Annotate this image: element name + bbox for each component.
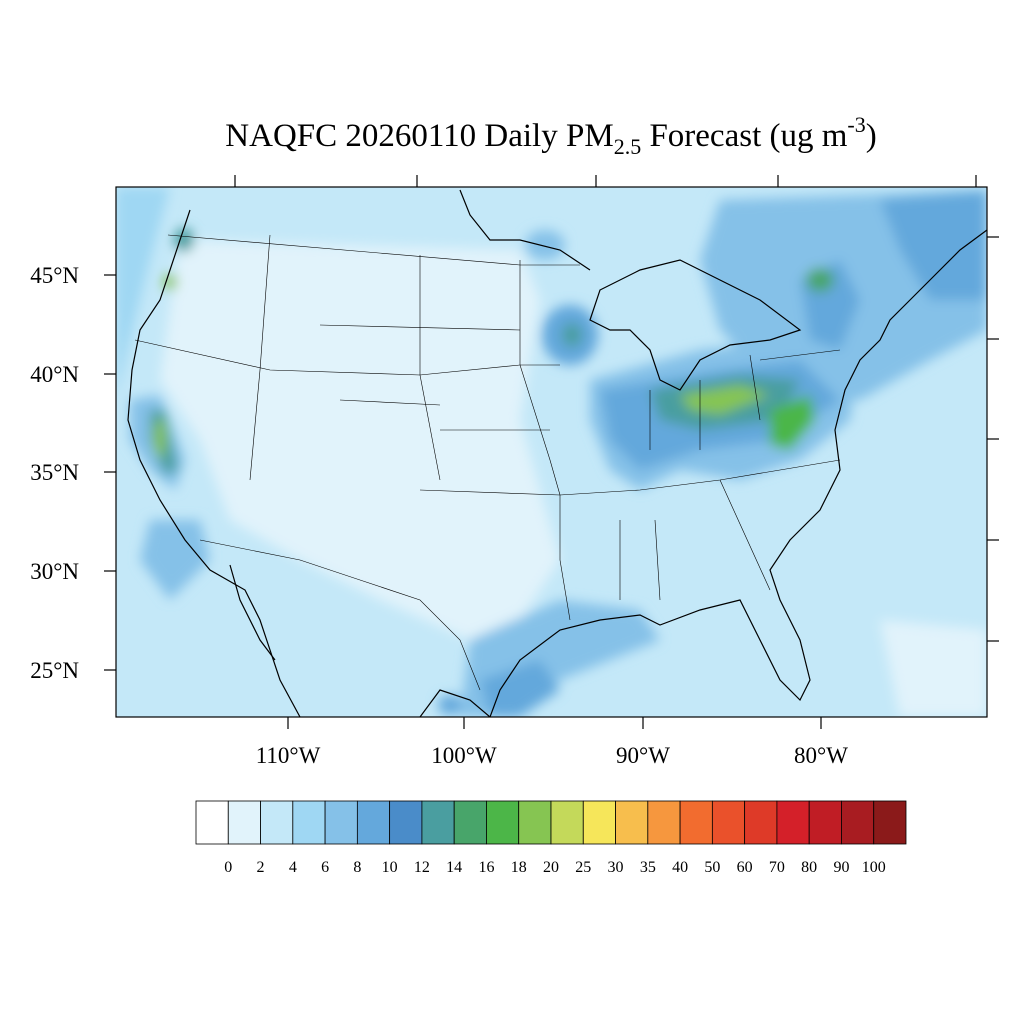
latitude-label: 30°N xyxy=(30,559,79,584)
latitude-labels: 45°N 40°N 35°N 30°N 25°N xyxy=(30,263,79,683)
latitude-label: 25°N xyxy=(30,658,79,683)
colorbar-label: 14 xyxy=(446,859,462,876)
colorbar-box xyxy=(647,800,681,845)
colorbar-label: 25 xyxy=(575,859,591,876)
colorbar-label: 10 xyxy=(382,859,398,876)
title-close: ) xyxy=(866,118,877,154)
colorbar-box xyxy=(615,800,649,845)
longitude-label: 80°W xyxy=(794,743,848,768)
colorbar-box xyxy=(518,800,552,845)
colorbar-label: 50 xyxy=(704,859,720,876)
colorbar-box xyxy=(195,800,229,845)
colorbar-label: 6 xyxy=(321,859,329,876)
frame-ticks xyxy=(104,175,999,729)
coastlines xyxy=(127,189,987,717)
concentration-shading xyxy=(116,187,987,717)
longitude-label: 100°W xyxy=(431,743,497,768)
map-field xyxy=(116,187,987,717)
colorbar-box xyxy=(873,800,907,845)
colorbar: 0 2 4 6 8 10 12 14 16 18 20 25 30 35 40 50 60 70 80 90 100 xyxy=(195,800,907,876)
colorbar-box xyxy=(711,800,746,845)
map-frame xyxy=(115,186,988,718)
colorbar-box xyxy=(324,800,358,845)
latitude-label: 35°N xyxy=(30,460,79,485)
title-main: NAQFC 20260110 Daily PM xyxy=(225,118,613,154)
colorbar-box xyxy=(292,800,326,845)
longitude-label: 110°W xyxy=(256,743,321,768)
colorbar-box xyxy=(679,800,713,845)
colorbar-box xyxy=(486,800,520,845)
colorbar-label: 16 xyxy=(478,859,494,876)
colorbar-box xyxy=(550,800,584,845)
colorbar-box xyxy=(776,800,810,845)
title-superscript: -3 xyxy=(847,112,865,137)
map-title: NAQFC 20260110 Daily PM2.5 Forecast (ug … xyxy=(225,112,876,159)
longitude-labels: 110°W 100°W 90°W 80°W xyxy=(256,743,849,768)
colorbar-label: 60 xyxy=(737,859,753,876)
title-units: Forecast (ug m xyxy=(641,118,848,154)
title-subscript: 2.5 xyxy=(614,134,642,159)
colorbar-label: 40 xyxy=(672,859,688,876)
colorbar-label: 20 xyxy=(543,859,559,876)
colorbar-label: 12 xyxy=(414,859,430,876)
colorbar-label: 35 xyxy=(640,859,656,876)
colorbar-label: 8 xyxy=(353,859,361,876)
colorbar-label: 80 xyxy=(801,859,817,876)
colorbar-box xyxy=(808,800,842,845)
colorbar-box xyxy=(227,800,261,845)
state-borders xyxy=(134,234,841,691)
longitude-label: 90°W xyxy=(616,743,670,768)
latitude-label: 45°N xyxy=(30,263,79,288)
colorbar-label: 90 xyxy=(833,859,849,876)
latitude-label: 40°N xyxy=(30,362,79,387)
colorbar-box xyxy=(744,800,778,845)
colorbar-box xyxy=(356,800,391,845)
colorbar-box xyxy=(841,800,875,845)
colorbar-label: 18 xyxy=(511,859,527,876)
colorbar-label: 30 xyxy=(608,859,624,876)
colorbar-box xyxy=(582,800,616,845)
colorbar-box xyxy=(421,800,455,845)
colorbar-label: 2 xyxy=(257,859,265,876)
colorbar-label: 0 xyxy=(224,859,232,876)
colorbar-label: 100 xyxy=(862,859,886,876)
colorbar-label: 70 xyxy=(769,859,785,876)
colorbar-label: 4 xyxy=(289,859,297,876)
colorbar-box xyxy=(260,800,294,845)
colorbar-box xyxy=(453,800,487,845)
colorbar-box xyxy=(389,800,423,845)
